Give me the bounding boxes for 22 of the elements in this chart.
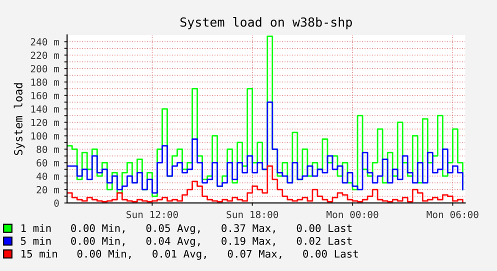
y-axis-title: System load xyxy=(14,83,25,156)
y-tick-label: 220 m xyxy=(30,52,59,59)
legend-label: 1 min 0.00 Min, 0.05 Avg, 0.37 Max, 0.00 Last xyxy=(22,224,352,234)
y-tick-label: 60 m xyxy=(36,159,59,167)
y-tick-label: 200 m xyxy=(30,65,59,72)
y-tick-label: 40 m xyxy=(36,172,59,180)
x-tick-label: Sun 12:00 xyxy=(126,210,178,218)
y-tick-label: 0 xyxy=(54,199,59,207)
x-tick-label: Sun 18:00 xyxy=(226,210,278,218)
y-tick-label: 100 m xyxy=(31,132,59,140)
y-tick-label: 20 m xyxy=(36,186,59,194)
y-tick-label: 240 m xyxy=(30,38,59,46)
y-tick-label: 180 m xyxy=(31,78,59,86)
x-tick-label: Mon 00:00 xyxy=(326,210,378,218)
y-tick-label: 160 m xyxy=(31,92,59,100)
legend-label: 5 min 0.00 Min, 0.04 Avg, 0.19 Max, 0.02 Last xyxy=(20,236,352,247)
legend-label: 15 min 0.00 Min, 0.01 Avg, 0.07 Max, 0.00 Last xyxy=(22,250,358,260)
y-tick-label: 120 m xyxy=(31,118,59,126)
chart-title: System load on w38b-shp xyxy=(180,17,352,30)
y-tick-label: 80 m xyxy=(36,146,59,154)
y-tick-label: 140 m xyxy=(31,105,59,113)
x-tick-label: Mon 06:00 xyxy=(426,210,478,218)
